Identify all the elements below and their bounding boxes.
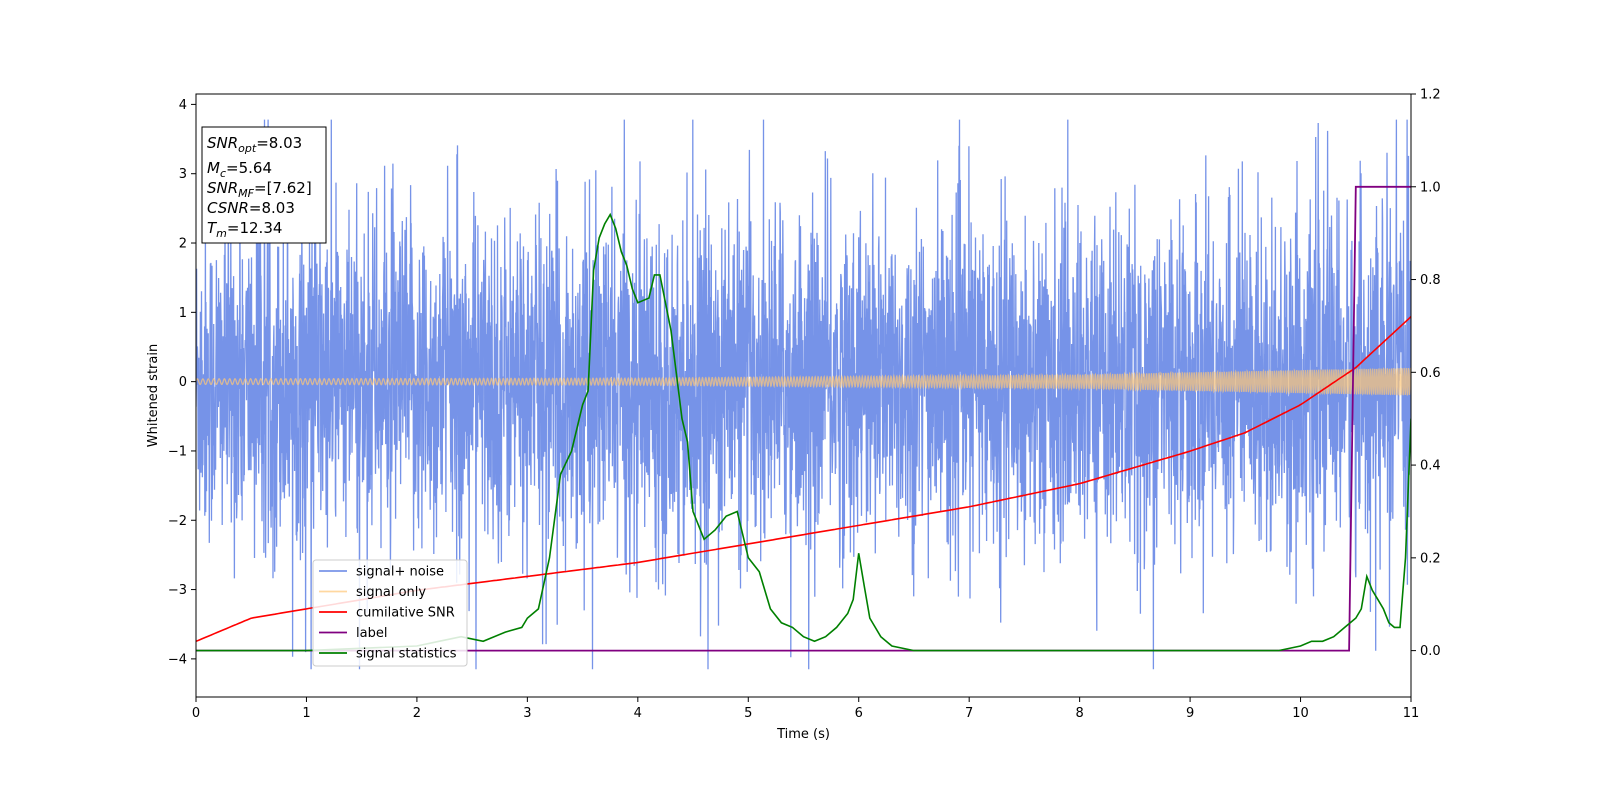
annotation-value: =[7.62] <box>254 179 312 197</box>
y2-tick-label: 1.2 <box>1420 88 1441 103</box>
legend-entry: signal+ noise <box>356 565 444 580</box>
x-axis-label: Time (s) <box>776 727 830 742</box>
y-tick-label: 2 <box>179 237 187 252</box>
annotation-line: SNRopt=8.03 <box>207 134 302 155</box>
y2-tick-label: 0.4 <box>1420 459 1441 474</box>
x-tick-label: 0 <box>192 706 200 721</box>
y-tick-label: 0 <box>179 375 187 390</box>
annotation-symbol: SNR <box>207 134 238 152</box>
y-axis-label: Whitened strain <box>146 344 161 447</box>
y-tick-label: 3 <box>179 167 187 182</box>
annotation-box-frame <box>201 126 327 244</box>
annotation-symbol: T <box>207 219 218 237</box>
x-tick-label: 8 <box>1075 706 1083 721</box>
y-tick-label: −1 <box>168 444 187 459</box>
x-tick-label: 4 <box>634 706 642 721</box>
annotation-subscript: MF <box>238 187 254 200</box>
legend-entry: label <box>356 626 387 641</box>
axes-frame <box>195 93 1412 698</box>
y-tick-label: 4 <box>179 98 187 113</box>
y-tick-label: −4 <box>168 652 187 667</box>
legend-entry: cumilative SNR <box>356 606 455 621</box>
x-tick-label: 2 <box>413 706 421 721</box>
annotation-value: =8.03 <box>249 199 295 217</box>
legend: signal+ noise signal only cumilative SNR la… <box>312 559 468 667</box>
signal-noise-line <box>196 119 1411 670</box>
x-tick-label: 10 <box>1292 706 1309 721</box>
annotation-value: =8.03 <box>256 134 302 152</box>
annotation-subscript: m <box>216 227 227 240</box>
y-tick-label: −3 <box>168 583 187 598</box>
x-tick-label: 11 <box>1403 706 1420 721</box>
annotation-line: Mc=5.64 <box>207 159 272 180</box>
annotation-value: =12.34 <box>227 219 283 237</box>
x-tick-label: 7 <box>965 706 973 721</box>
legend-entry: signal only <box>356 585 426 600</box>
y2-tick-label: 0.0 <box>1420 644 1441 659</box>
x-tick-label: 9 <box>1186 706 1194 721</box>
legend-entry: signal statistics <box>356 647 457 662</box>
axes: 0 1 2 3 4 5 6 7 8 9 10 11 −4 −3 −2 −1 0 1 2 3 4 0.0 0.2 0.4 0.6 0… <box>168 88 1441 722</box>
y2-tick-label: 0.8 <box>1420 273 1441 288</box>
x-tick-label: 5 <box>744 706 752 721</box>
annotation-subscript: c <box>220 167 226 180</box>
annotation-subscript: opt <box>238 142 257 155</box>
y2-tick-label: 1.0 <box>1420 180 1441 195</box>
annotation-symbol: CSNR <box>207 199 249 217</box>
annotation-symbol: M <box>207 159 220 177</box>
annotation-value: =5.64 <box>226 159 272 177</box>
x-tick-label: 3 <box>523 706 531 721</box>
y2-tick-label: 0.2 <box>1420 551 1441 566</box>
annotation-line: Tm=12.34 <box>207 219 282 240</box>
annotation-line: SNRMF=[7.62] <box>207 179 312 200</box>
x-tick-label: 6 <box>855 706 863 721</box>
legend-frame <box>312 559 468 667</box>
signal-statistics-line <box>196 212 1411 652</box>
annotation-line: CSNR=8.03 <box>207 199 295 217</box>
annotation-symbol: SNR <box>207 179 238 197</box>
y2-tick-label: 0.6 <box>1420 366 1441 381</box>
annotation-box: SNRopt=8.03Mc=5.64SNRMF=[7.62]CSNR=8.03T… <box>201 126 327 244</box>
signal-only-line <box>196 367 1411 397</box>
label-line <box>196 185 1411 652</box>
x-tick-label: 1 <box>302 706 310 721</box>
y-tick-label: 1 <box>179 306 187 321</box>
y-tick-label: −2 <box>168 514 187 529</box>
